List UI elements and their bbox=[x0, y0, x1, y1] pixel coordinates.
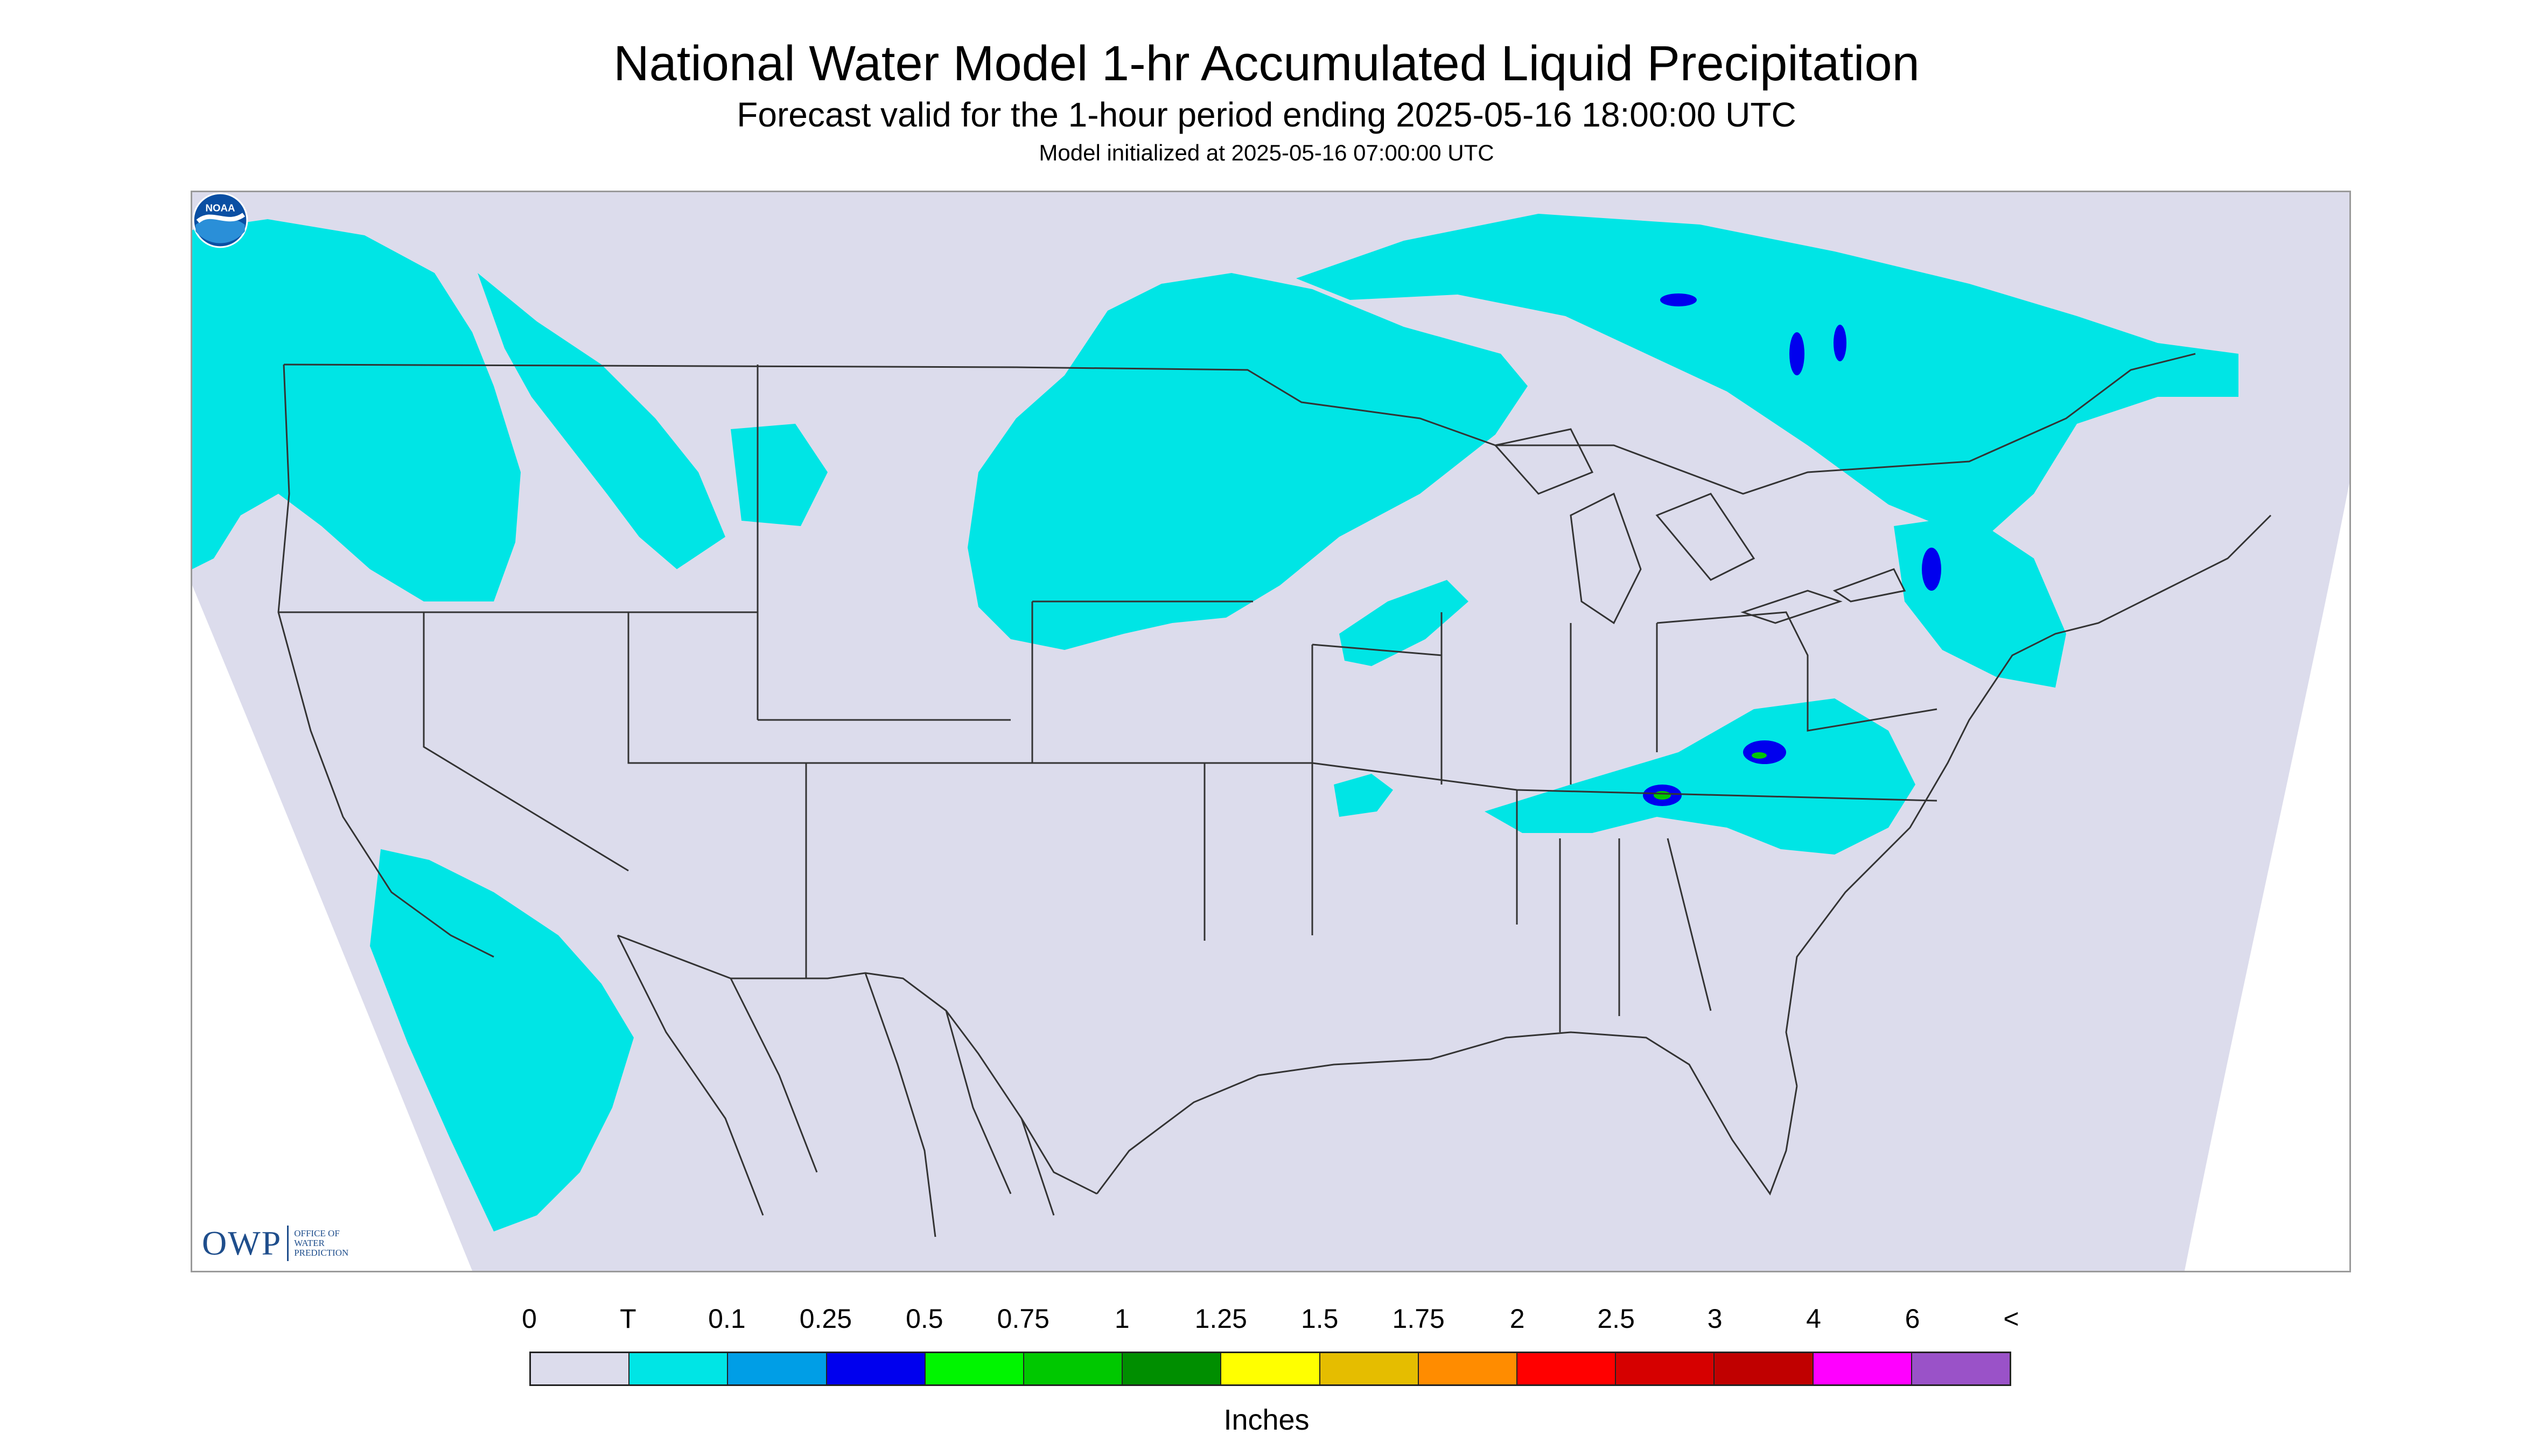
state-lines-east bbox=[1312, 611, 1937, 1032]
precip-tennessee-valley bbox=[1485, 698, 1915, 855]
us-canada-border bbox=[283, 353, 2196, 495]
legend-units: Inches bbox=[1223, 1404, 1310, 1436]
owp-logo: OWP OFFICE OF WATER PREDICTION bbox=[202, 1223, 348, 1263]
precipitation-map: OWP OFFICE OF WATER PREDICTION NOAA bbox=[191, 191, 2351, 1272]
map-canvas bbox=[192, 192, 2349, 1271]
legend-label-3: 0.25 bbox=[799, 1304, 852, 1334]
map-title: National Water Model 1-hr Accumulated Li… bbox=[613, 36, 1920, 91]
legend-label-13: 4 bbox=[1806, 1304, 1821, 1334]
precip-dakotas-minnesota bbox=[968, 273, 1528, 650]
legend-label-2: 0.1 bbox=[708, 1304, 746, 1334]
political-boundaries bbox=[277, 353, 2272, 1237]
legend-label-11: 2.5 bbox=[1597, 1304, 1635, 1334]
legend-swatch-4 bbox=[925, 1353, 1025, 1384]
legend-swatch-8 bbox=[1320, 1353, 1419, 1384]
legend-label-14: 6 bbox=[1905, 1304, 1920, 1334]
gulf-coast bbox=[1096, 1031, 1798, 1196]
legend-swatch-9 bbox=[1418, 1353, 1518, 1384]
core-quebec-2 bbox=[1789, 332, 1804, 375]
legend-swatch-14 bbox=[1912, 1353, 2010, 1384]
precip-arkansas-blob bbox=[1334, 774, 1393, 817]
precip-ontario-quebec bbox=[1296, 214, 2238, 542]
atlantic-coast bbox=[1785, 514, 2272, 1087]
precip-northern-rockies bbox=[478, 273, 725, 569]
core-tn-green-2 bbox=[1752, 752, 1767, 759]
legend-label-6: 1 bbox=[1114, 1304, 1130, 1334]
legend-swatch-0 bbox=[531, 1353, 630, 1384]
legend-label-9: 1.75 bbox=[1392, 1304, 1445, 1334]
mexico-states bbox=[617, 935, 1055, 1237]
model-domain bbox=[192, 192, 2349, 1271]
legend-label-15: < bbox=[2003, 1304, 2019, 1334]
legend-swatch-6 bbox=[1123, 1353, 1222, 1384]
legend-label-5: 0.75 bbox=[997, 1304, 1049, 1334]
legend-label-10: 2 bbox=[1509, 1304, 1525, 1334]
legend-label-8: 1.5 bbox=[1300, 1304, 1339, 1334]
precip-iowa-band bbox=[1339, 580, 1468, 666]
great-lakes bbox=[1494, 428, 1906, 625]
legend-swatch-2 bbox=[728, 1353, 827, 1384]
core-tn-green-1 bbox=[1654, 791, 1671, 800]
legend-label-0: 0 bbox=[522, 1304, 537, 1334]
owp-logo-divider bbox=[287, 1226, 289, 1261]
legend-colorbar bbox=[529, 1352, 2011, 1386]
core-quebec-3 bbox=[1834, 325, 1846, 361]
state-lines-west bbox=[278, 365, 1313, 978]
model-init-line: Model initialized at 2025-05-16 07:00:00… bbox=[1039, 140, 1494, 165]
legend-swatch-10 bbox=[1517, 1353, 1617, 1384]
owp-logo-fullname: OFFICE OF WATER PREDICTION bbox=[294, 1228, 349, 1258]
legend-label-1: T bbox=[620, 1304, 636, 1334]
legend-swatch-12 bbox=[1715, 1353, 1814, 1384]
legend-swatch-11 bbox=[1616, 1353, 1715, 1384]
legend-swatch-7 bbox=[1221, 1353, 1320, 1384]
legend-label-12: 3 bbox=[1707, 1304, 1723, 1334]
precip-pacific-northwest bbox=[192, 219, 521, 601]
legend-label-7: 1.25 bbox=[1194, 1304, 1247, 1334]
forecast-valid-subtitle: Forecast valid for the 1-hour period end… bbox=[737, 95, 1796, 134]
svg-text:NOAA: NOAA bbox=[205, 202, 235, 213]
precip-offshore-california bbox=[370, 849, 634, 1231]
core-tn-1 bbox=[1743, 740, 1786, 764]
owp-logo-text: OWP bbox=[202, 1224, 282, 1262]
pacific-coast bbox=[277, 364, 494, 958]
legend-swatch-1 bbox=[629, 1353, 729, 1384]
precip-montana bbox=[731, 424, 828, 526]
legend-swatch-13 bbox=[1813, 1353, 1912, 1384]
us-mexico-border bbox=[617, 934, 1097, 1195]
legend-labels: 0 T 0.1 0.25 0.5 0.75 1 1.25 1.5 1.75 2 2.5 3 4 6 < bbox=[0, 1303, 2533, 1341]
legend-swatch-5 bbox=[1024, 1353, 1123, 1384]
precip-trace-layer bbox=[192, 214, 2238, 1231]
legend-swatch-3 bbox=[827, 1353, 926, 1384]
core-ny bbox=[1922, 548, 1941, 591]
legend-label-4: 0.5 bbox=[906, 1304, 943, 1334]
core-quebec-1 bbox=[1660, 293, 1697, 306]
noaa-logo-icon: NOAA bbox=[192, 192, 248, 248]
